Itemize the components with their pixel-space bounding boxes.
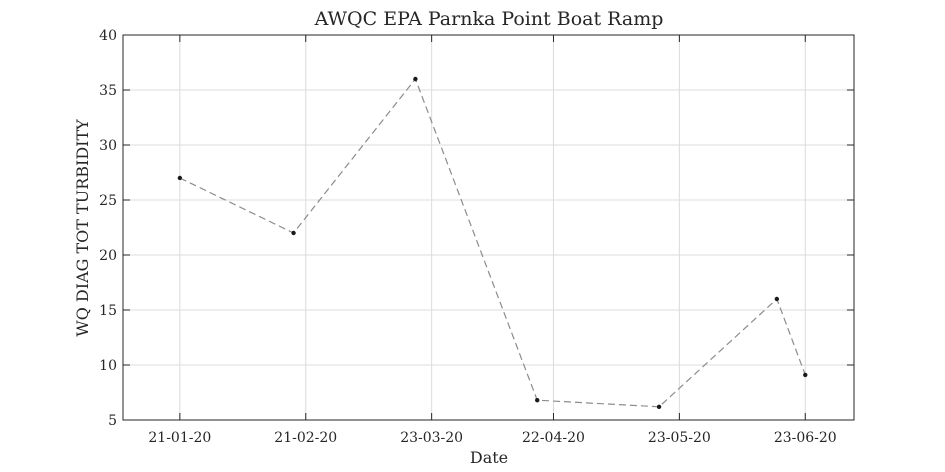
y-tick-label: 25 — [99, 193, 117, 209]
chart-title: AWQC EPA Parnka Point Boat Ramp — [314, 8, 664, 30]
x-axis-label: Date — [470, 448, 508, 467]
y-tick-label: 35 — [99, 83, 117, 99]
data-point — [535, 398, 540, 403]
y-tick-label: 40 — [99, 28, 117, 44]
axis-ticks: 5 10 15 20 25 30 35 40 21-01-20 21-02-20 23-03-20 2… — [99, 28, 854, 446]
x-tick-label: 23-06-20 — [774, 430, 837, 446]
y-tick-label: 20 — [99, 248, 117, 264]
x-tick-label: 21-01-20 — [148, 430, 211, 446]
grid — [123, 34, 854, 421]
data-point — [656, 404, 662, 409]
data-point — [413, 76, 418, 82]
x-tick-label: 23-03-20 — [400, 430, 463, 446]
x-tick-label: 23-05-20 — [648, 430, 711, 446]
data-point — [177, 175, 183, 181]
y-tick-label: 5 — [108, 413, 117, 429]
data-point — [774, 296, 780, 302]
y-axis-label: WQ DIAG TOT TURBIDITY — [73, 119, 92, 337]
x-tick-label: 22-04-20 — [522, 430, 585, 446]
series-layer — [177, 76, 808, 409]
data-point — [291, 230, 296, 236]
data-point — [803, 372, 808, 378]
y-tick-label: 30 — [99, 138, 117, 154]
series-line — [179, 77, 806, 408]
y-tick-label: 10 — [99, 358, 117, 374]
x-tick-label: 21-02-20 — [274, 430, 337, 446]
plot-frame — [122, 34, 855, 421]
y-tick-label: 15 — [99, 303, 117, 319]
